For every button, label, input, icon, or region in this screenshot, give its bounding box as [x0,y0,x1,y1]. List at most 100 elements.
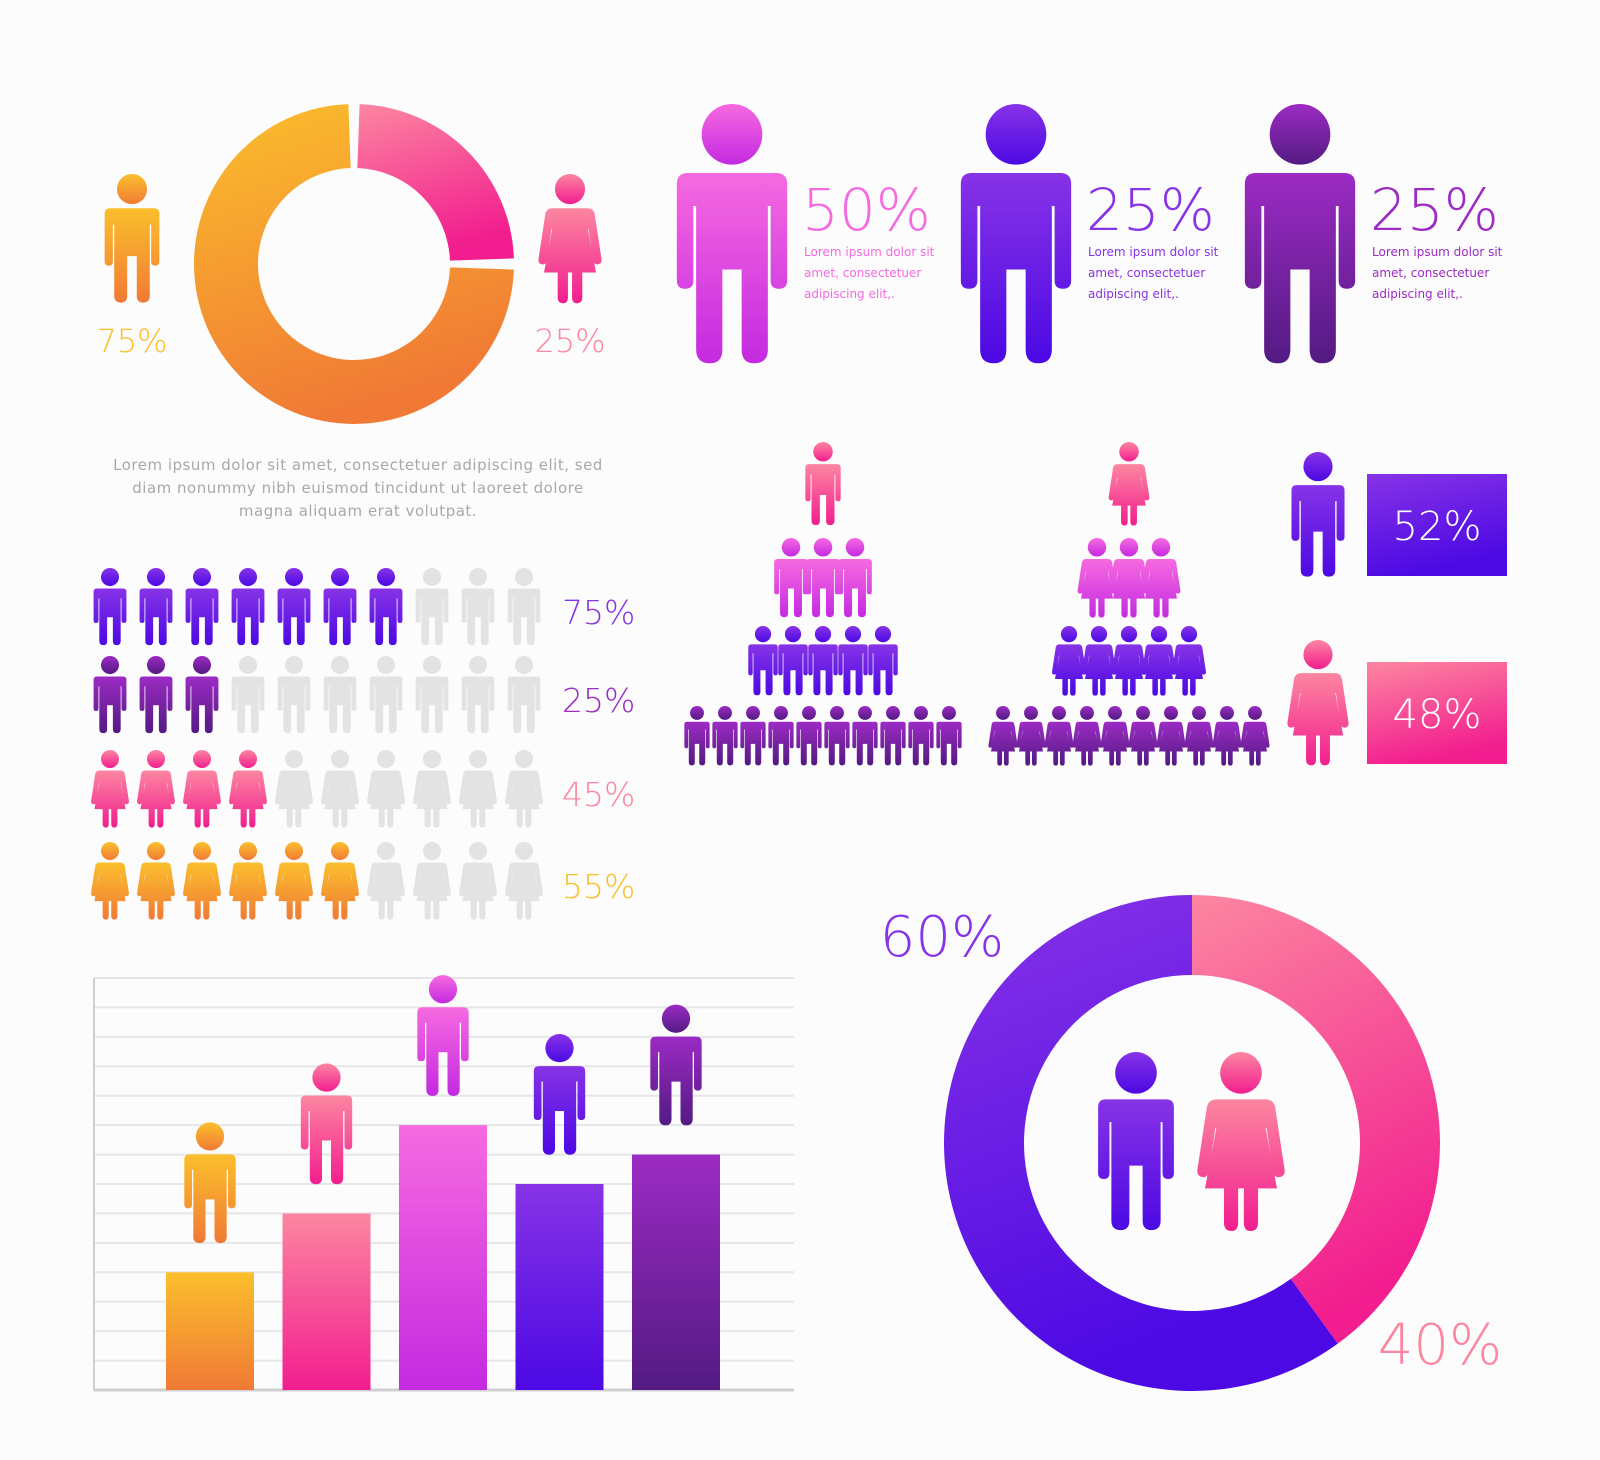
paragraph-line-3: magna aliquam erat volutpat. [239,502,477,520]
donut1-label-female: 25% [534,322,605,360]
description-paragraph: Lorem ipsum dolor sit amet, consectetuer… [113,456,602,520]
person-male-icon [868,626,898,696]
person-female-icon [1044,706,1074,766]
person-female-icon [1077,538,1117,618]
person-male-icon [740,706,766,766]
person-male-icon [185,568,219,646]
person-male-icon [417,975,469,1096]
big-figure-desc-line: adipiscing elit,. [804,287,895,301]
gender-boxes: 52% 48% [1287,452,1507,766]
person-female-icon [1212,706,1242,766]
female-icon-right [538,174,602,304]
person-female-icon [988,706,1018,766]
gender-box-panel [1367,474,1507,576]
gender-box-percent: 52% [1393,504,1482,550]
pictogram-row-3: 45% [91,750,635,828]
gender-box-2: 48% [1287,640,1507,766]
person-male-icon [778,626,808,696]
person-placeholder-icon [275,750,313,828]
pictogram-row-label: 25% [562,681,635,720]
person-placeholder-icon [231,656,265,734]
person-female-icon [1287,640,1349,766]
person-placeholder-icon [323,656,357,734]
person-placeholder-icon [459,750,497,828]
person-placeholder-icon [505,750,543,828]
person-male-icon [768,706,794,766]
person-female-icon [91,842,129,920]
person-male-icon [93,568,127,646]
big-figure-desc-line: Lorem ipsum dolor sit [1088,245,1219,259]
donut2-label-male: 60% [880,905,1004,970]
person-male-icon [1244,104,1356,364]
person-female-icon [275,842,313,920]
person-male-icon [533,1034,586,1155]
donut-chart-top: 75% 25% [96,104,606,424]
person-female-icon [229,842,267,920]
person-male-icon [277,568,311,646]
person-female-icon [91,750,129,828]
big-figure-percent: 25% [1086,176,1215,244]
pyramid-2 [988,442,1270,766]
pyramid-1 [684,442,962,766]
big-figure-desc-line: Lorem ipsum dolor sit [1372,245,1503,259]
bar-3 [399,1125,487,1390]
big-figure-desc-line: adipiscing elit,. [1088,287,1179,301]
person-male-icon [774,538,808,618]
person-male-icon [880,706,906,766]
person-female-icon [321,842,359,920]
person-female-icon [1112,626,1146,696]
person-female-icon [1240,706,1270,766]
person-female-icon [1072,706,1102,766]
big-figure-desc-line: amet, consectetuer [804,266,921,280]
person-placeholder-icon [413,750,451,828]
person-placeholder-icon [415,656,449,734]
big-figure-percent: 50% [802,176,931,244]
person-female-icon [1142,626,1176,696]
person-female-icon [1197,1052,1285,1232]
bar-2 [282,1213,371,1390]
person-male-icon [323,568,357,646]
gender-box-1: 52% [1291,452,1507,577]
big-figure-2: 25%Lorem ipsum dolor sit amet, consectetu… [960,104,1219,364]
person-female-icon [1172,626,1206,696]
big-figure-desc-line: amet, consectetuer [1372,266,1489,280]
person-placeholder-icon [505,842,543,920]
person-male-icon [808,626,838,696]
person-male-icon [231,568,265,646]
pictogram-row-label: 55% [562,867,635,906]
person-female-icon [229,750,267,828]
person-female-icon [183,750,221,828]
person-male-icon [936,706,962,766]
person-male-icon [369,568,403,646]
pictogram-row-2: 25% [93,656,635,734]
paragraph-line-2: diam nonummy nibh euismod tincidunt ut l… [132,479,584,497]
donut-slice-male [194,104,514,424]
pictogram-row-label: 75% [562,593,635,632]
person-male-icon [684,706,710,766]
big-figure-percent: 25% [1370,176,1499,244]
gender-box-percent: 48% [1393,692,1482,738]
big-figure-desc-line: amet, consectetuer [1088,266,1205,280]
big-figure-stats: 50% Lorem ipsum dolor sit amet, consectetu… [676,104,1503,364]
pictogram-row-1: 75% [93,568,635,646]
person-female-icon [1052,626,1086,696]
person-male-icon [139,568,173,646]
donut2-slice-female [1192,895,1440,1344]
person-female-icon [1016,706,1046,766]
person-placeholder-icon [413,842,451,920]
person-female-icon [137,750,175,828]
person-placeholder-icon [507,568,541,646]
person-placeholder-icon [277,656,311,734]
person-female-icon [137,842,175,920]
person-male-icon [1291,452,1345,577]
person-male-icon [650,1004,702,1126]
person-male-icon [712,706,738,766]
person-male-icon [1098,1052,1174,1231]
person-female-icon [1108,442,1150,526]
person-male-icon [93,656,127,734]
person-placeholder-icon [321,750,359,828]
person-female-icon [1128,706,1158,766]
donut-chart-bottom: 60% 40% [880,895,1502,1391]
person-male-icon [805,442,841,526]
person-male-icon [824,706,850,766]
